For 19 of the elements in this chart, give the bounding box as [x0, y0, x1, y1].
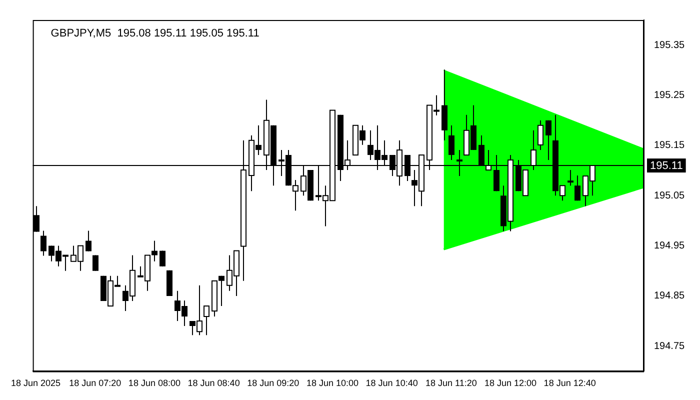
- x-tick-label: 18 Jun 2025: [11, 378, 61, 388]
- x-tick-label: 18 Jun 09:20: [247, 378, 300, 388]
- x-tick-label: 18 Jun 12:40: [544, 378, 596, 388]
- y-tick-label: 195.05: [654, 190, 686, 202]
- x-tick-label: 18 Jun 08:40: [188, 378, 240, 388]
- x-tick-label: 18 Jun 12:00: [484, 378, 537, 388]
- x-tick-label: 18 Jun 08:00: [128, 378, 180, 388]
- text: GBPJPY,M5 195.08 195.11 195.05 195.11: [50, 28, 260, 40]
- x-tick-label: 18 Jun 11:20: [425, 378, 477, 388]
- x-tick-label: 18 Jun 07:20: [69, 378, 122, 388]
- ref-line-label: 195.11: [650, 160, 683, 172]
- y-tick-label: 195.15: [654, 140, 686, 152]
- x-tick-label: 18 Jun 10:00: [306, 378, 358, 388]
- y-tick-label: 194.75: [654, 340, 686, 352]
- y-tick-label: 194.95: [654, 240, 686, 252]
- y-tick-label: 195.25: [654, 90, 686, 102]
- y-tick-label: 194.85: [654, 290, 686, 302]
- x-tick-label: 18 Jun 10:40: [366, 378, 418, 388]
- y-tick-label: 195.35: [654, 40, 686, 51]
